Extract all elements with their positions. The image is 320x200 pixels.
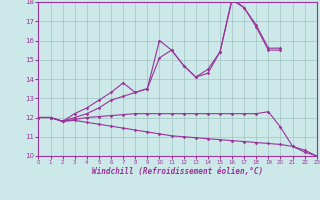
X-axis label: Windchill (Refroidissement éolien,°C): Windchill (Refroidissement éolien,°C) <box>92 167 263 176</box>
